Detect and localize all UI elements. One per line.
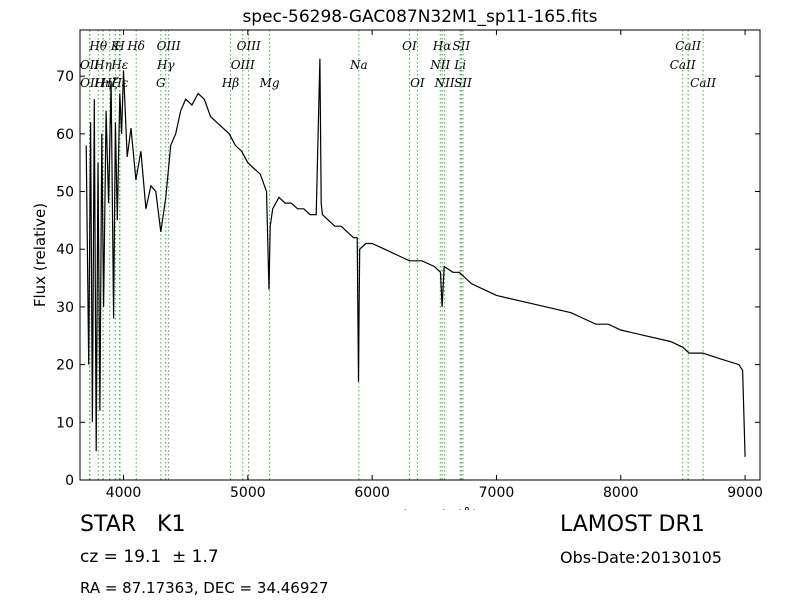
y-tick-label: 10	[56, 415, 74, 431]
x-tick-label: 4000	[106, 485, 142, 501]
x-axis-label: Wavelength (Å)	[362, 506, 478, 510]
x-tick-label: 7000	[479, 485, 515, 501]
y-tick-label: 40	[56, 242, 74, 258]
x-tick-label: 6000	[354, 485, 390, 501]
y-axis-label: Flux (relative)	[31, 203, 49, 307]
line-marker-label: OIII	[237, 39, 261, 53]
line-marker-label: OIII	[157, 39, 181, 53]
line-marker-label: Li	[453, 58, 466, 72]
line-marker-label: Hδ	[126, 39, 145, 53]
line-marker-label: K	[110, 39, 121, 53]
spectrum-series-line	[85, 58, 746, 457]
line-marker-label: Hθ	[88, 39, 107, 53]
x-tick-label: 9000	[727, 485, 763, 501]
line-marker-label: OI	[402, 39, 417, 53]
redshift-label: cz = 19.1 ± 1.7	[80, 547, 219, 567]
line-marker-label: Hζ	[100, 76, 119, 90]
x-tick-label: 5000	[230, 485, 266, 501]
line-marker-label: OII	[80, 76, 100, 90]
object-class-label: STAR K1	[80, 512, 186, 537]
line-marker-label: Hα	[432, 39, 452, 53]
line-marker-label: CaII	[675, 39, 701, 53]
plot-frame	[79, 29, 761, 481]
y-tick-label: 50	[56, 185, 74, 201]
coordinates-label: RA = 87.17363, DEC = 34.46927	[80, 579, 329, 597]
line-marker-label: Hε	[110, 58, 128, 72]
line-marker-label: CaII	[670, 58, 696, 72]
x-tick-label: 8000	[603, 485, 639, 501]
line-marker-label: CaII	[690, 76, 716, 90]
obs-date-label: Obs-Date:20130105	[560, 548, 722, 567]
y-tick-label: 30	[56, 300, 74, 316]
line-marker-label: Mg	[259, 76, 280, 90]
line-marker-label: NII	[429, 58, 450, 72]
y-tick-label: 70	[56, 69, 74, 85]
line-marker-label: SII	[452, 39, 470, 53]
survey-label: LAMOST DR1	[560, 512, 705, 537]
line-marker-label: Hβ	[221, 76, 239, 90]
line-marker-label: Na	[349, 58, 368, 72]
line-marker-label: OI	[410, 76, 425, 90]
y-tick-label: 60	[56, 127, 74, 143]
line-marker-label: Hγ	[156, 58, 175, 72]
line-marker-label: Hε	[110, 76, 128, 90]
line-marker-label: NII	[434, 76, 455, 90]
line-marker-label: SII	[454, 76, 472, 90]
y-tick-label: 20	[56, 358, 74, 374]
line-marker-label: Hη	[93, 76, 112, 90]
line-marker-label: OIII	[231, 58, 255, 72]
line-marker-label: Hη	[93, 58, 112, 72]
chart-title: spec-56298-GAC087N32M1_sp11-165.fits	[242, 7, 597, 27]
y-tick-label: 0	[65, 473, 74, 489]
line-marker-label: G	[156, 76, 166, 90]
line-marker-label: OII	[80, 58, 100, 72]
